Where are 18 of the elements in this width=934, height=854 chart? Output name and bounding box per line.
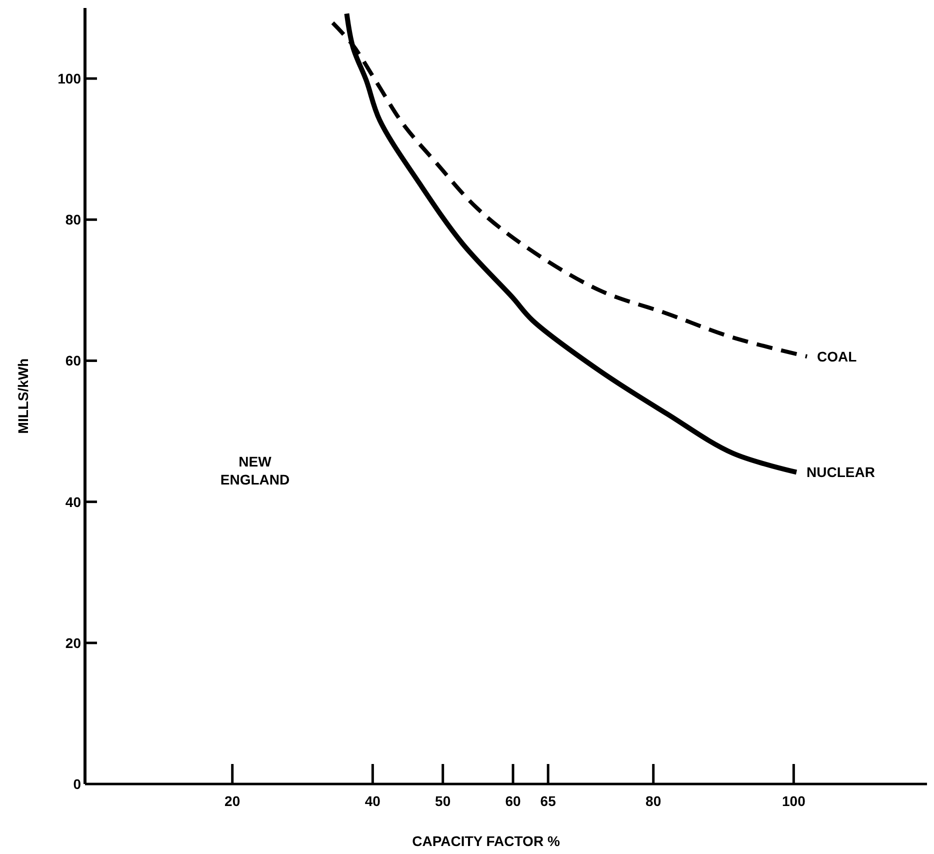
x-axis-title: CAPACITY FACTOR % — [412, 833, 560, 849]
x-tick-label: 80 — [646, 793, 662, 809]
x-tick-label: 100 — [782, 793, 806, 809]
annotation: NEW ENGLAND — [220, 454, 290, 488]
y-tick-label: 20 — [65, 634, 82, 651]
y-tick-label: 60 — [65, 352, 82, 369]
y-tick-label: 0 — [73, 776, 82, 792]
x-tick-label: 40 — [364, 793, 381, 809]
y-tick-label: 40 — [65, 494, 82, 510]
x-tick-label: 20 — [224, 793, 240, 809]
y-tick-label: 80 — [65, 212, 82, 228]
x-tick-label: 60 — [505, 793, 522, 809]
y-axis-title: MILLS/kWh — [15, 358, 31, 434]
x-tick-label: 65 — [540, 793, 556, 809]
y-tick-label: 100 — [58, 70, 82, 87]
series-label: COAL — [817, 348, 858, 364]
x-tick-label: 50 — [435, 793, 451, 809]
series-label: NUCLEAR — [806, 464, 875, 480]
